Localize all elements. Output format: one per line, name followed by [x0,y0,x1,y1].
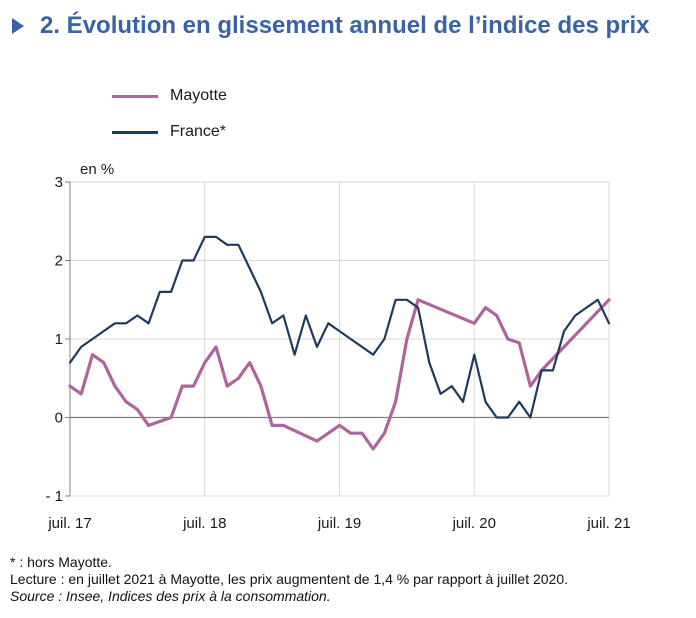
series-line [416,298,544,388]
legend-label-mayotte: Mayotte [170,87,227,104]
series-layer [68,235,611,451]
x-tick-label: juil. 18 [182,515,226,532]
chart-title: 2. Évolution en glissement annuel de l’i… [40,12,650,39]
series-line [281,298,420,451]
x-tick-label: juil. 19 [317,515,361,532]
legend-swatch-mayotte [112,94,158,98]
chart-notes: * : hors Mayotte. Lecture : en juillet 2… [10,554,690,605]
x-tick-label: juil. 21 [586,515,630,532]
legend-swatch-france [112,130,158,134]
legend-label-france: France* [170,123,227,140]
series-france [68,235,611,419]
x-tick-label: juil. 20 [452,515,496,532]
y-tick-label: 0 [55,410,63,427]
series-dashed-gap [148,416,172,427]
reading-note: Lecture : en juillet 2021 à Mayotte, les… [10,571,569,587]
y-tick-label: 1 [55,331,63,348]
y-tick-label: - 1 [45,488,63,505]
chart-header: 2. Évolution en glissement annuel de l’i… [12,10,682,42]
series-line [68,353,151,427]
series-line [147,345,285,427]
y-tick-label: 2 [55,253,63,270]
series-mayotte [68,298,611,451]
series-line [68,235,611,419]
chart-legend: Mayotte France* [112,78,227,150]
legend-item-mayotte: Mayotte [112,78,227,114]
series-dashed-gap [540,298,610,372]
grid-layer [69,181,610,497]
axis-layer: 3 2 1 0 - 1 juil. 17 juil. 18 juil. 19 juil. 20 j… [45,174,630,532]
title-arrow-icon [12,18,24,34]
line-chart: 3 2 1 0 - 1 juil. 17 juil. 18 juil. 19 juil. 20 j… [45,161,630,532]
legend-item-france: France* [112,114,227,150]
source-note: Source : Insee, Indices des prix à la co… [10,588,331,604]
series-dashed-gap [282,424,318,443]
x-tick-label: juil. 17 [47,515,91,532]
series-dashed-gap [417,298,475,325]
y-tick-label: 3 [55,174,63,191]
footnote: * : hors Mayotte. [10,554,112,570]
y-axis-label: en % [80,161,114,178]
